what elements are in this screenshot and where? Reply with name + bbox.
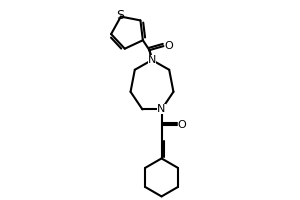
Text: N: N xyxy=(148,55,156,65)
Text: N: N xyxy=(158,104,166,114)
Text: O: O xyxy=(177,120,186,130)
Text: O: O xyxy=(164,41,173,51)
Text: S: S xyxy=(116,9,124,22)
Text: N: N xyxy=(148,55,156,65)
